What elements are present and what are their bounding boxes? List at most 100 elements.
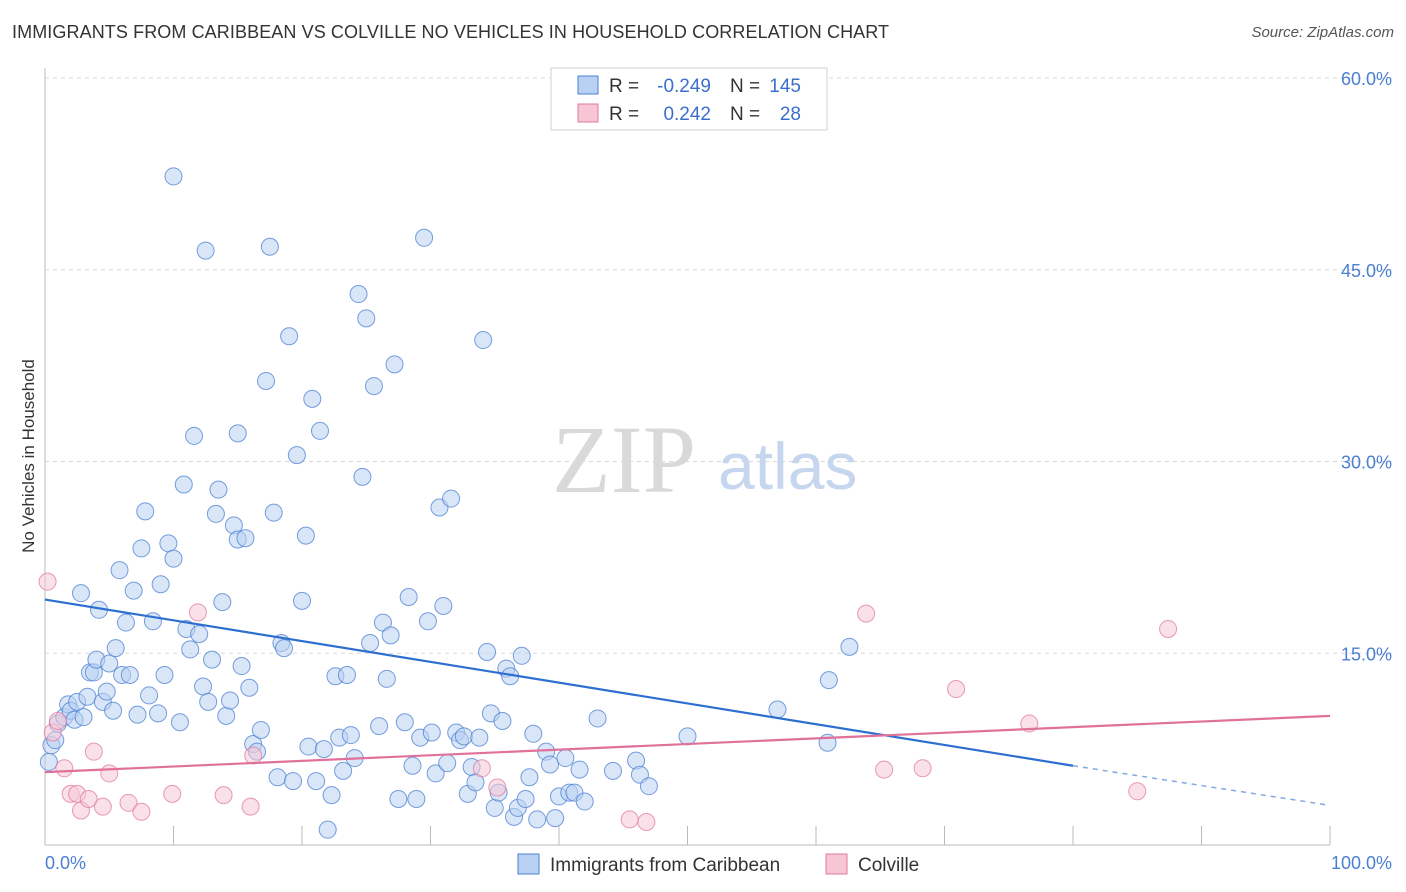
point-caribbean	[377, 669, 396, 688]
source-label: Source: ZipAtlas.com	[1251, 24, 1394, 41]
point-caribbean	[768, 700, 787, 719]
point-colville	[119, 793, 138, 812]
data-points	[38, 167, 1178, 839]
point-caribbean	[124, 581, 143, 600]
point-caribbean	[190, 625, 209, 644]
point-caribbean	[361, 634, 380, 653]
point-caribbean	[528, 810, 547, 829]
point-caribbean	[136, 502, 155, 521]
bottom-legend: Immigrants from Caribbean Colville	[517, 853, 919, 876]
point-caribbean	[128, 705, 147, 724]
point-caribbean	[307, 772, 326, 791]
point-caribbean	[264, 503, 283, 522]
trend-line-colville	[44, 714, 1331, 774]
point-caribbean	[194, 677, 213, 696]
point-caribbean	[174, 475, 193, 494]
point-caribbean	[120, 665, 139, 684]
y-tick-label: 60.0%	[1341, 69, 1392, 89]
point-caribbean	[322, 786, 341, 805]
y-tick-label: 45.0%	[1341, 261, 1392, 281]
point-colville	[214, 786, 233, 805]
point-caribbean	[221, 691, 240, 710]
point-caribbean	[381, 626, 400, 645]
point-caribbean	[426, 764, 445, 783]
watermark-zip: ZIP	[552, 406, 696, 513]
stats-r-value-colville: 0.242	[663, 104, 711, 125]
point-colville	[84, 742, 103, 761]
point-caribbean	[100, 654, 119, 673]
point-caribbean	[140, 686, 159, 705]
point-caribbean	[454, 727, 473, 746]
point-caribbean	[149, 704, 168, 723]
point-caribbean	[71, 584, 90, 603]
point-colville	[55, 759, 74, 778]
point-caribbean	[364, 377, 383, 396]
point-caribbean	[251, 720, 270, 739]
point-caribbean	[438, 754, 457, 773]
point-caribbean	[203, 650, 222, 669]
point-caribbean	[299, 737, 318, 756]
point-colville	[38, 572, 57, 591]
point-caribbean	[493, 712, 512, 731]
point-caribbean	[334, 761, 353, 780]
point-caribbean	[399, 588, 418, 607]
point-colville	[857, 604, 876, 623]
point-caribbean	[485, 798, 504, 817]
point-caribbean	[470, 728, 489, 747]
stats-swatch-caribbean	[577, 75, 599, 95]
point-caribbean	[520, 768, 539, 787]
point-caribbean	[524, 724, 543, 743]
point-caribbean	[159, 534, 178, 553]
point-caribbean	[284, 772, 303, 791]
point-caribbean	[78, 687, 97, 706]
point-caribbean	[403, 756, 422, 775]
point-caribbean	[217, 706, 236, 725]
point-caribbean	[474, 331, 493, 350]
point-colville	[875, 760, 894, 779]
y-tick-label: 30.0%	[1341, 453, 1392, 473]
grid-lines	[45, 77, 1392, 654]
point-caribbean	[370, 717, 389, 736]
tick-labels: 15.0% 30.0% 45.0% 60.0% 0.0% 100.0%	[45, 69, 1392, 873]
point-caribbean	[819, 671, 838, 690]
point-caribbean	[546, 809, 565, 828]
point-caribbean	[341, 726, 360, 745]
stats-n-label-colville: N =	[730, 104, 760, 125]
stats-r-label-caribbean: R =	[609, 76, 639, 97]
point-caribbean	[110, 561, 129, 580]
stats-n-value-colville: 28	[780, 104, 801, 125]
point-colville	[79, 789, 98, 808]
point-caribbean	[132, 539, 151, 558]
point-caribbean	[407, 789, 426, 808]
point-colville	[620, 810, 639, 829]
trend-line-caribbean-extension	[1072, 765, 1331, 807]
point-caribbean	[349, 285, 368, 304]
y-tick-label: 15.0%	[1341, 644, 1392, 664]
point-caribbean	[603, 761, 622, 780]
point-colville	[472, 759, 491, 778]
stats-legend: R = -0.249 N = 145 R = 0.242 N = 28	[550, 67, 828, 131]
point-caribbean	[570, 760, 589, 779]
stats-n-value-caribbean: 145	[769, 76, 801, 97]
point-caribbean	[232, 657, 251, 676]
point-caribbean	[206, 504, 225, 523]
point-colville	[637, 812, 656, 831]
point-caribbean	[164, 549, 183, 568]
x-tick-label: 100.0%	[1331, 853, 1392, 873]
point-caribbean	[209, 480, 228, 499]
point-caribbean	[164, 167, 183, 186]
watermark: ZIP atlas	[552, 406, 857, 513]
point-caribbean	[155, 665, 174, 684]
point-caribbean	[104, 701, 123, 720]
point-caribbean	[275, 639, 294, 658]
point-caribbean	[314, 740, 333, 759]
point-caribbean	[541, 755, 560, 774]
stats-swatch-colville	[577, 103, 599, 123]
point-colville	[188, 603, 207, 622]
point-caribbean	[287, 446, 306, 465]
trend-line-caribbean	[44, 598, 1074, 767]
point-caribbean	[181, 640, 200, 659]
point-caribbean	[280, 327, 299, 346]
point-caribbean	[74, 708, 93, 727]
point-caribbean	[170, 713, 189, 732]
